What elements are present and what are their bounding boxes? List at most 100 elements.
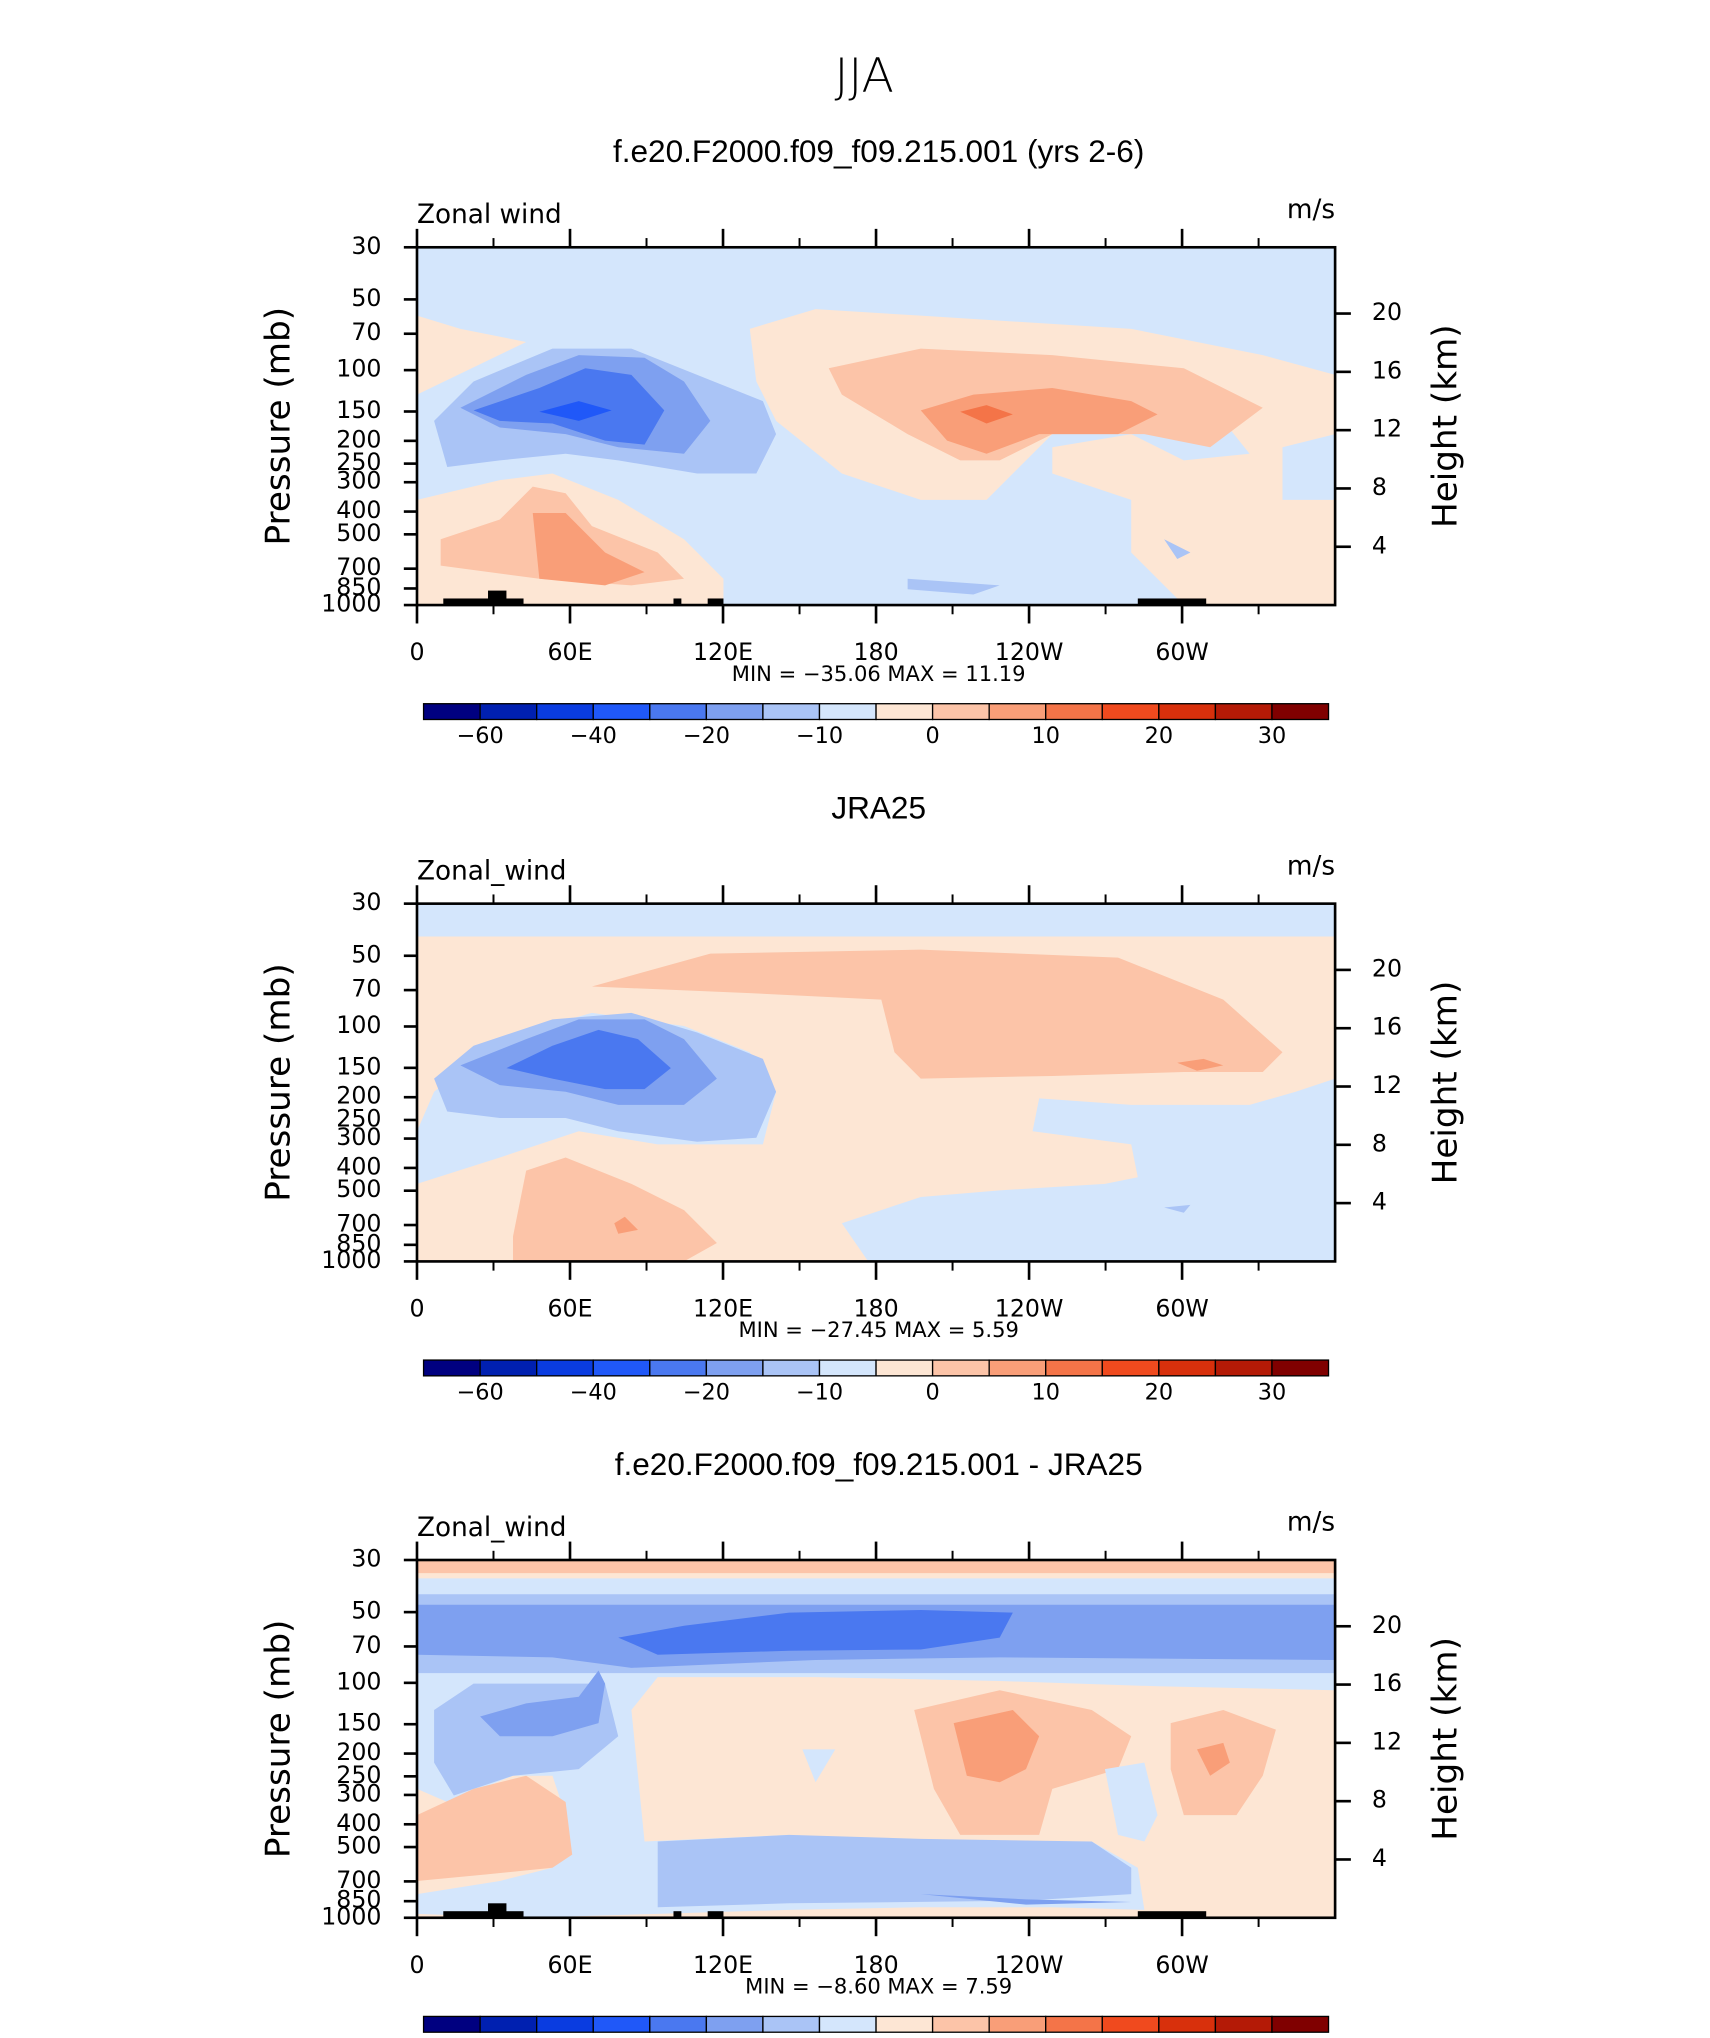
x-tick-label: 0 xyxy=(409,1295,424,1323)
colorbar-box xyxy=(1158,2015,1217,2033)
y-tick-label: 850 xyxy=(336,1229,381,1257)
colorbar-box xyxy=(705,2015,764,2033)
y2-axis-label: Height (km) xyxy=(1425,981,1465,1185)
y-tick-label: 50 xyxy=(351,1597,381,1625)
contour-fill xyxy=(1104,1762,1158,1842)
colorbar-label: 30 xyxy=(1258,723,1286,749)
y-tick-label: 30 xyxy=(351,888,381,916)
panel-title: JRA25 xyxy=(831,790,926,826)
colorbar-label: −9 xyxy=(633,2036,666,2038)
colorbar-label: 20 xyxy=(1145,723,1173,749)
colorbar-label: 18 xyxy=(1258,2036,1286,2038)
topography xyxy=(443,598,524,606)
y-tick-label: 700 xyxy=(336,1866,381,1894)
colorbar-label: 15 xyxy=(1201,2036,1229,2038)
colorbar-label: −6 xyxy=(690,2036,723,2038)
colorbar-box xyxy=(1158,703,1217,721)
field-label: Zonal wind xyxy=(417,200,562,230)
contour-fill xyxy=(802,1749,836,1783)
colorbar-box xyxy=(1271,703,1330,721)
topography xyxy=(1137,1911,1207,1918)
topography xyxy=(1137,598,1207,606)
units-label: m/s xyxy=(1287,851,1335,881)
contour-fill xyxy=(920,1894,1132,1905)
y2-tick-label: 20 xyxy=(1372,1611,1402,1639)
contour-fill xyxy=(532,512,645,586)
y-tick-label: 30 xyxy=(351,232,381,260)
units-label: m/s xyxy=(1287,195,1335,225)
y-tick-label: 400 xyxy=(336,1152,381,1180)
y2-axis-label: Height (km) xyxy=(1425,324,1465,528)
y-tick-label: 100 xyxy=(336,355,381,383)
y2-tick-label: 4 xyxy=(1372,1844,1387,1872)
colorbar-box xyxy=(649,2015,708,2033)
y-tick-label: 300 xyxy=(336,467,381,495)
colorbar-box xyxy=(1101,703,1160,721)
y-tick-label: 250 xyxy=(336,1761,381,1789)
contour-fill xyxy=(960,405,1013,424)
colorbar-box xyxy=(875,1359,934,1377)
contour-fill xyxy=(591,949,1283,1079)
panel-title: f.e20.F2000.f09_f09.215.001 - JRA25 xyxy=(615,1446,1143,1482)
colorbar-box xyxy=(536,2015,594,2033)
colorbar-box xyxy=(705,1359,764,1377)
x-tick-label: 120E xyxy=(693,1951,753,1979)
contour-fill xyxy=(506,1029,671,1090)
y2-tick-label: 16 xyxy=(1372,1669,1402,1697)
colorbar-box xyxy=(536,703,594,721)
colorbar-label: 20 xyxy=(1145,1379,1173,1405)
x-tick-label: 60E xyxy=(547,1951,592,1979)
units-label: m/s xyxy=(1287,1508,1335,1538)
y-tick-label: 100 xyxy=(336,1667,381,1695)
contour-fill xyxy=(953,1709,1040,1783)
colorbar-box xyxy=(818,2015,877,2033)
colorbar-label: −3 xyxy=(746,2036,779,2038)
contour-fill xyxy=(670,1690,750,1803)
colorbar-label: 0 xyxy=(925,723,939,749)
contour-fill xyxy=(907,578,1000,595)
stats: MIN = −8.60 MAX = 7.59 xyxy=(745,1973,1012,1998)
field-label: Zonal_wind xyxy=(417,857,567,887)
contour-fill xyxy=(480,1670,606,1737)
y-tick-label: 30 xyxy=(351,1545,381,1573)
x-tick-label: 60W xyxy=(1155,638,1209,666)
colorbar-box xyxy=(931,703,990,721)
contour-fill xyxy=(614,1216,638,1234)
y-tick-label: 500 xyxy=(336,1175,381,1203)
colorbar-label: 12 xyxy=(1145,2036,1173,2038)
y2-tick-label: 12 xyxy=(1372,415,1402,443)
colorbar-label: 6 xyxy=(1039,2036,1053,2038)
field-label: Zonal_wind xyxy=(417,1513,567,1543)
y2-tick-label: 12 xyxy=(1372,1727,1402,1755)
y-tick-label: 50 xyxy=(351,940,381,968)
y-tick-label: 250 xyxy=(336,1104,381,1132)
contour-fill xyxy=(920,388,1158,454)
x-tick-label: 180 xyxy=(853,1295,898,1323)
colorbar-label: −60 xyxy=(457,1379,504,1405)
y2-axis-label: Height (km) xyxy=(1425,1637,1465,1841)
y2-tick-label: 8 xyxy=(1372,1786,1387,1814)
y-tick-label: 70 xyxy=(351,318,381,346)
colorbar-box xyxy=(931,1359,990,1377)
y-tick-label: 300 xyxy=(336,1123,381,1151)
y2-tick-label: 4 xyxy=(1372,1188,1387,1216)
topography xyxy=(673,598,682,606)
colorbar-label: 3 xyxy=(982,2036,996,2038)
colorbar-box xyxy=(1045,703,1103,721)
contour-fill xyxy=(416,1775,573,1881)
y-tick-label: 1000 xyxy=(321,1902,381,1930)
y-tick-label: 150 xyxy=(336,1052,381,1080)
x-tick-label: 60E xyxy=(547,638,592,666)
colorbar-box xyxy=(988,2015,1047,2033)
colorbar-box xyxy=(479,2015,538,2033)
colorbar-label: −40 xyxy=(570,723,617,749)
contour-field xyxy=(416,247,1336,606)
x-tick-label: 0 xyxy=(409,1951,424,1979)
y-tick-label: 50 xyxy=(351,284,381,312)
colorbar-box xyxy=(988,703,1047,721)
contour-fill xyxy=(1164,1204,1191,1213)
y-tick-label: 1000 xyxy=(321,1246,381,1274)
colorbar-label: 0 xyxy=(869,2036,883,2038)
y-tick-label: 100 xyxy=(336,1011,381,1039)
y-tick-label: 70 xyxy=(351,975,381,1003)
